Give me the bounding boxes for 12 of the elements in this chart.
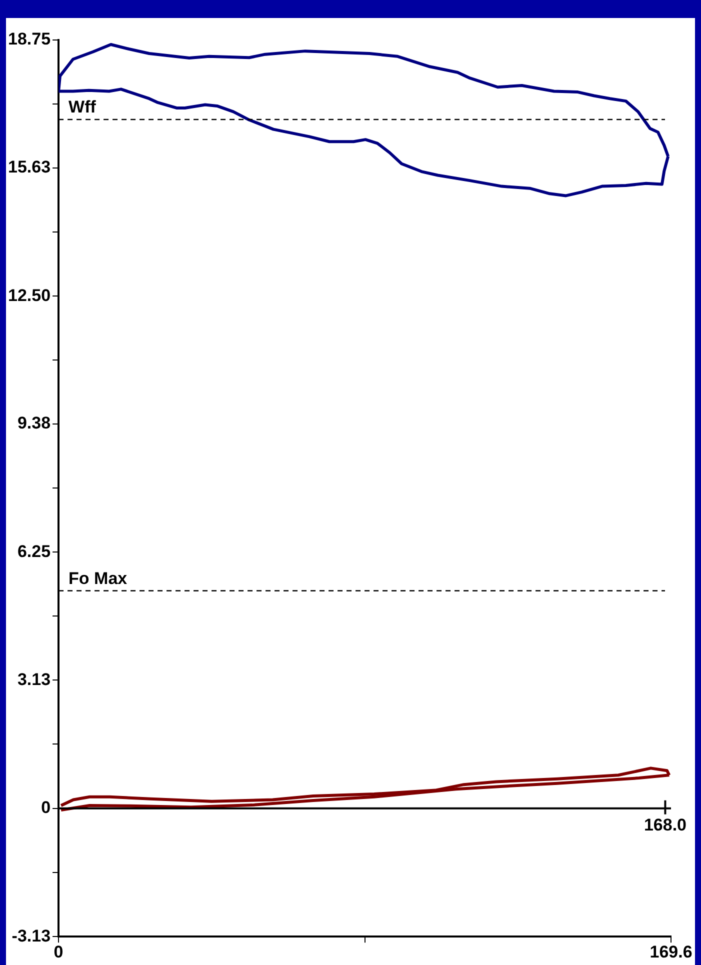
y-tick-label: 18.75 (8, 30, 51, 49)
y-tick-label: 9.38 (17, 414, 51, 433)
y-tick-label: 0 (41, 798, 51, 818)
y-tick-label: 12.50 (8, 286, 51, 305)
y-tick-label: -3.13 (12, 926, 51, 946)
y-tick-label: 15.63 (8, 158, 51, 177)
ref-line-label: Wff (68, 98, 96, 117)
ref-line-label: Fo Max (68, 568, 128, 588)
annotation: 168.0 (644, 816, 686, 835)
y-tick-label: 3.13 (17, 670, 51, 689)
y-tick-label: 6.25 (17, 542, 51, 561)
x-tick-label: 169.6 (650, 942, 692, 962)
